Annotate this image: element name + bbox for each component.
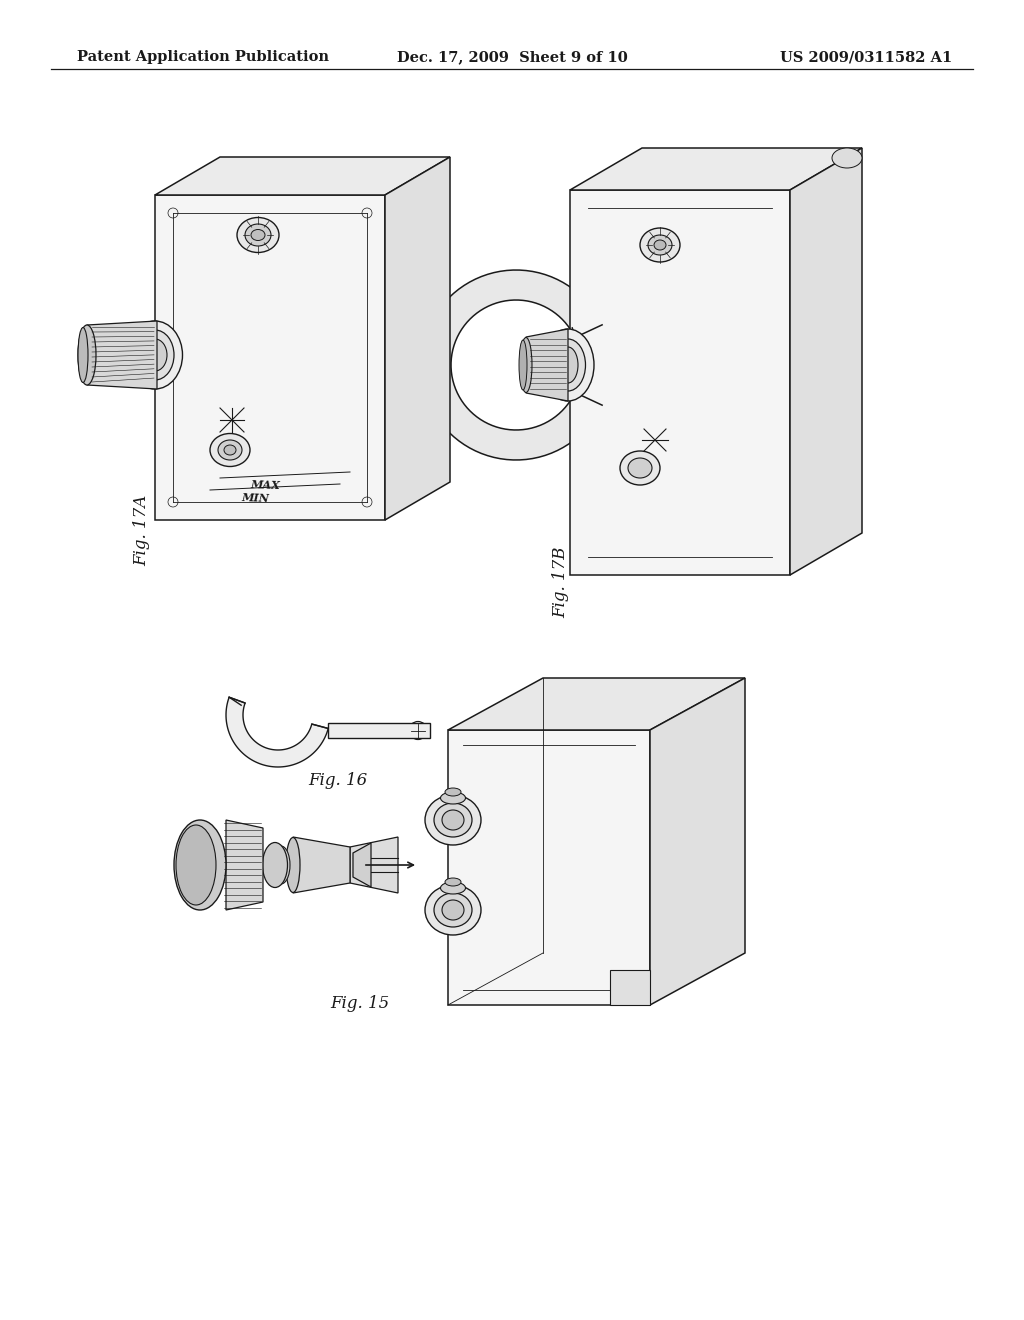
Ellipse shape [237,218,279,252]
Text: Dec. 17, 2009  Sheet 9 of 10: Dec. 17, 2009 Sheet 9 of 10 [396,50,628,65]
Polygon shape [570,148,862,190]
Text: MAX: MAX [250,479,280,491]
Ellipse shape [445,878,461,886]
Polygon shape [87,321,157,389]
Ellipse shape [558,347,578,383]
Text: Patent Application Publication: Patent Application Publication [77,50,329,65]
Polygon shape [353,843,371,887]
Polygon shape [570,190,790,576]
Ellipse shape [136,330,174,380]
Ellipse shape [210,433,250,466]
PathPatch shape [226,697,329,767]
Ellipse shape [542,329,594,401]
Ellipse shape [224,445,236,455]
Polygon shape [226,820,263,909]
Ellipse shape [174,820,226,909]
Ellipse shape [251,230,265,240]
Ellipse shape [218,440,242,459]
Polygon shape [610,970,650,1005]
Ellipse shape [520,338,532,392]
Ellipse shape [445,788,461,796]
Ellipse shape [640,228,680,261]
Ellipse shape [425,795,481,845]
Text: MIN: MIN [241,492,269,504]
PathPatch shape [421,271,602,459]
Ellipse shape [440,882,466,894]
Polygon shape [155,195,385,520]
Ellipse shape [442,810,464,830]
Ellipse shape [425,884,481,935]
Ellipse shape [434,803,472,837]
Ellipse shape [78,327,88,383]
Polygon shape [385,157,450,520]
Ellipse shape [434,894,472,927]
Ellipse shape [78,325,96,385]
Text: US 2009/0311582 A1: US 2009/0311582 A1 [780,50,952,65]
Ellipse shape [519,341,527,389]
Text: Fig. 17A: Fig. 17A [133,495,150,566]
Ellipse shape [620,451,660,484]
Ellipse shape [648,235,672,255]
Ellipse shape [831,148,862,168]
Ellipse shape [128,321,182,389]
Ellipse shape [551,339,586,391]
Polygon shape [449,730,650,1005]
Polygon shape [350,837,398,894]
Text: Fig. 16: Fig. 16 [308,772,368,789]
Polygon shape [329,723,430,738]
Ellipse shape [272,846,290,884]
Polygon shape [155,157,450,195]
Ellipse shape [262,842,288,887]
Polygon shape [449,678,745,730]
Polygon shape [526,329,568,401]
Ellipse shape [143,339,167,371]
Ellipse shape [628,458,652,478]
Polygon shape [790,148,862,576]
Text: Fig. 17B: Fig. 17B [552,546,569,618]
Ellipse shape [176,825,216,906]
Polygon shape [293,837,350,894]
Ellipse shape [442,900,464,920]
Polygon shape [650,678,745,1005]
Ellipse shape [286,837,300,892]
Ellipse shape [654,240,666,249]
Ellipse shape [245,224,271,246]
Ellipse shape [440,792,466,804]
Text: Fig. 15: Fig. 15 [330,995,389,1012]
